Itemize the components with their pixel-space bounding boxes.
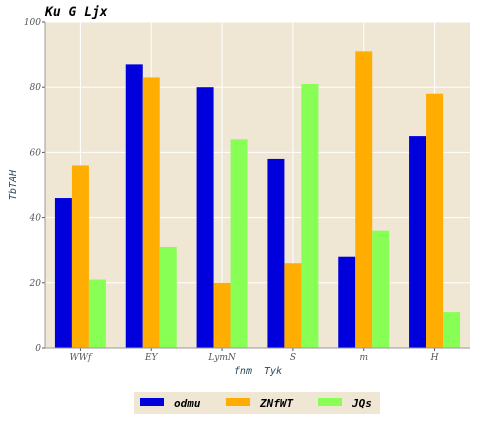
bar-ZNfWT-m: [355, 51, 373, 349]
bar-odmu-WWf: [54, 198, 72, 348]
bar-odmu-S: [267, 158, 285, 348]
x-tick-label-4: m: [359, 353, 368, 363]
x-tick-label-3: S: [290, 353, 296, 363]
legend-swatch-odmu: [140, 398, 164, 406]
bar-JQs-m: [372, 230, 390, 348]
y-tick-label-1: 20: [29, 279, 42, 289]
legend-swatch-ZNfWT: [226, 398, 250, 406]
bar-JQs-EY: [159, 246, 177, 348]
y-tick-label-2: 40: [29, 214, 42, 224]
y-tick-label-4: 80: [30, 83, 42, 93]
x-tick-label-2: LymN: [207, 353, 236, 363]
legend-box: [134, 392, 380, 414]
legend: odmu ZNfWT JQs: [134, 392, 380, 414]
y-tick-label-0: 0: [35, 344, 41, 354]
plot-area: [45, 22, 470, 348]
legend-label-ZNfWT: ZNfWT: [259, 397, 293, 410]
bars: [54, 51, 461, 349]
bar-ZNfWT-H: [426, 93, 444, 348]
legend-label-odmu: odmu: [174, 397, 201, 410]
y-tick-label-3: 60: [30, 148, 42, 158]
bar-JQs-S: [301, 83, 319, 348]
x-axis-label: fnm Tyk: [234, 366, 282, 377]
bar-JQs-WWf: [88, 279, 106, 348]
y-tick-label-5: 100: [24, 18, 41, 28]
bar-JQs-H: [443, 312, 461, 348]
y-axis-ticks: 0 20 40 60 80 100: [24, 18, 45, 354]
chart-title: Ku G Ljx: [44, 5, 108, 20]
x-tick-label-1: EY: [144, 353, 159, 363]
bar-ZNfWT-S: [284, 263, 302, 348]
bar-ZNfWT-LymN: [213, 282, 231, 348]
bar-odmu-EY: [125, 64, 143, 348]
x-tick-label-5: H: [430, 353, 439, 363]
bar-ZNfWT-WWf: [71, 165, 89, 348]
bar-ZNfWT-EY: [142, 77, 160, 349]
bar-odmu-LymN: [196, 87, 214, 348]
legend-label-JQs: JQs: [351, 397, 372, 410]
bar-odmu-m: [338, 256, 356, 348]
legend-swatch-JQs: [318, 398, 342, 406]
bar-JQs-LymN: [230, 139, 248, 348]
bar-odmu-H: [409, 136, 427, 348]
y-axis-label: TbTAH: [8, 169, 19, 200]
x-tick-label-0: WWf: [69, 353, 93, 363]
